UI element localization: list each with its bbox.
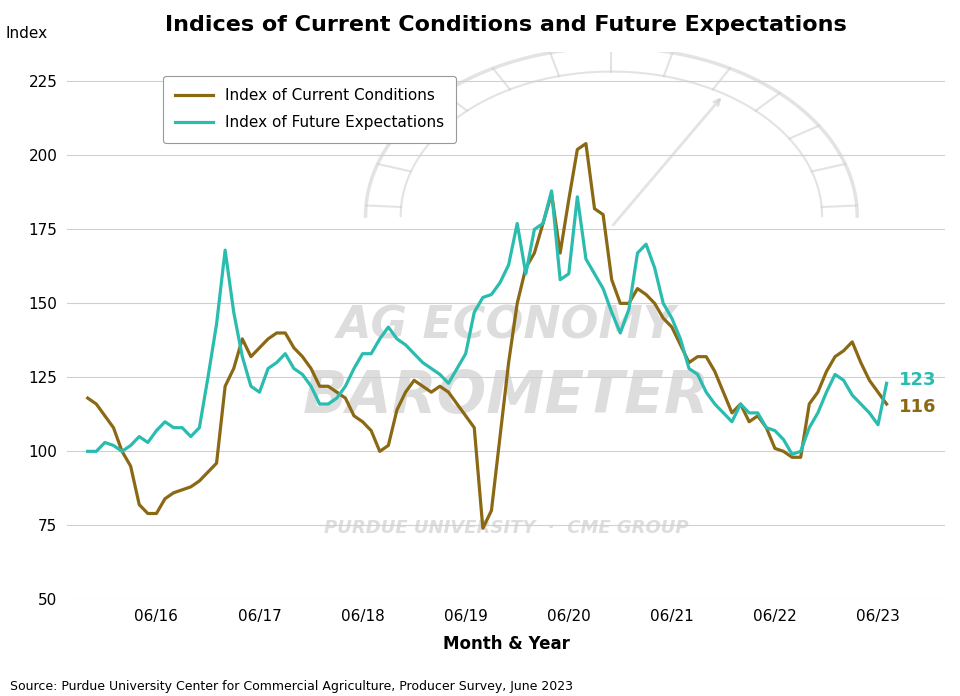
- Text: Source: Purdue University Center for Commercial Agriculture, Producer Survey, Ju: Source: Purdue University Center for Com…: [10, 679, 572, 693]
- Text: AG ECONOMY: AG ECONOMY: [337, 304, 676, 347]
- Text: Index: Index: [6, 26, 48, 41]
- Text: 123: 123: [899, 372, 936, 389]
- Text: 116: 116: [899, 398, 936, 416]
- Legend: Index of Current Conditions, Index of Future Expectations: Index of Current Conditions, Index of Fu…: [162, 76, 457, 143]
- X-axis label: Month & Year: Month & Year: [443, 635, 569, 653]
- Title: Indices of Current Conditions and Future Expectations: Indices of Current Conditions and Future…: [165, 15, 847, 35]
- Text: PURDUE UNIVERSITY  ·  CME GROUP: PURDUE UNIVERSITY · CME GROUP: [324, 519, 688, 537]
- Text: BAROMETER: BAROMETER: [302, 368, 709, 425]
